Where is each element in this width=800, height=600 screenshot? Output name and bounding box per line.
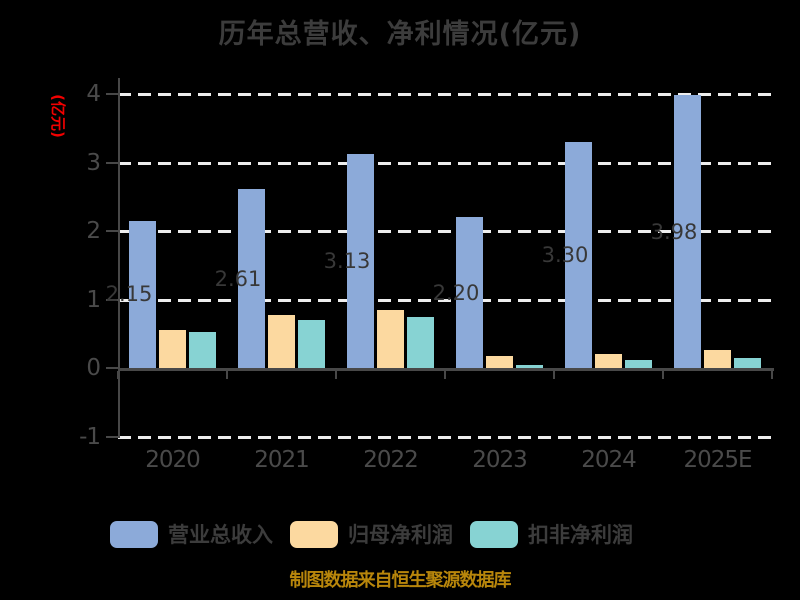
chart-legend: 营业总收入 归母净利润 扣非净利润 [110,519,633,549]
x-tick-label-2022: 2022 [363,447,419,473]
legend-swatch-revenue [110,520,158,548]
x-tick-label-2020: 2020 [145,447,201,473]
bar-parent-net-profit-2021 [268,315,295,368]
gridline-y--1 [118,435,772,439]
bar-nongaap-net-profit-2025E [734,358,761,368]
bar-value-label: 3.13 [323,248,371,273]
x-tick-mark [553,371,555,379]
x-tick-mark [444,371,446,379]
legend-swatch-nongaap-net-profit [470,520,518,548]
y-tick-mark [106,230,118,232]
legend-label-nongaap-net-profit: 扣非净利润 [528,523,633,547]
y-tick-label: -1 [79,423,101,450]
y-tick-mark [106,367,118,369]
bar-value-label: 3.30 [541,242,589,267]
y-tick-label: 1 [86,286,101,313]
source-note: 制图数据来自恒生聚源数据库 [289,570,512,591]
y-tick-label: 4 [86,81,101,107]
bar-value-label: 2.15 [105,282,153,307]
x-tick-mark [117,371,119,379]
bar-revenue-2020 [129,221,156,368]
bar-value-label: 2.20 [432,280,480,305]
legend-item-parent-net-profit: 归母净利润 [290,519,453,549]
gridline-y-2 [118,230,772,233]
bar-revenue-2022 [347,154,374,368]
bar-parent-net-profit-2023 [486,356,513,368]
bar-parent-net-profit-2024 [595,354,622,368]
gridline-y-3 [118,161,772,165]
x-tick-mark [771,371,773,379]
y-tick-mark [106,93,118,95]
y-tick-mark [106,435,118,438]
legend-label-revenue: 营业总收入 [168,523,273,547]
bar-nongaap-net-profit-2021 [298,320,325,368]
x-tick-label-2024: 2024 [581,447,637,473]
x-tick-mark [662,371,664,379]
x-tick-mark [335,371,337,379]
y-tick-label: 2 [86,218,101,244]
gridline-y-4 [118,93,772,96]
legend-item-revenue: 营业总收入 [110,519,273,549]
bar-nongaap-net-profit-2020 [189,332,216,368]
x-axis [118,368,774,371]
bar-nongaap-net-profit-2024 [625,360,652,368]
y-tick-label: 3 [86,149,101,176]
x-tick-label-2023: 2023 [472,447,528,473]
x-tick-mark [226,371,228,379]
gridline-y-1 [118,298,772,302]
bar-value-label: 2.61 [214,266,262,291]
bar-parent-net-profit-2020 [159,330,186,368]
legend-label-parent-net-profit: 归母净利润 [348,523,453,547]
y-tick-mark [106,298,118,301]
y-axis [118,78,120,438]
legend-swatch-parent-net-profit [290,520,338,548]
y-tick-label: 0 [86,355,101,381]
bar-revenue-2025E [674,95,701,368]
bar-nongaap-net-profit-2022 [407,317,434,368]
x-tick-label-2025E: 2025E [683,447,752,473]
bar-parent-net-profit-2022 [377,310,404,368]
y-tick-mark [106,161,118,164]
bar-revenue-2021 [238,189,265,368]
bar-nongaap-net-profit-2023 [516,365,543,368]
bar-revenue-2024 [565,142,592,368]
bar-parent-net-profit-2025E [704,350,731,368]
chart-title: 历年总营收、净利情况(亿元) [218,19,582,50]
x-tick-label-2021: 2021 [254,447,310,473]
legend-item-nongaap-net-profit: 扣非净利润 [470,519,633,549]
bar-revenue-2023 [456,217,483,368]
bar-value-label: 3.98 [650,219,698,244]
